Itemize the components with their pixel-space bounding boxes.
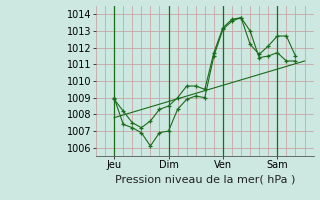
X-axis label: Pression niveau de la mer( hPa ): Pression niveau de la mer( hPa ) bbox=[115, 174, 295, 184]
